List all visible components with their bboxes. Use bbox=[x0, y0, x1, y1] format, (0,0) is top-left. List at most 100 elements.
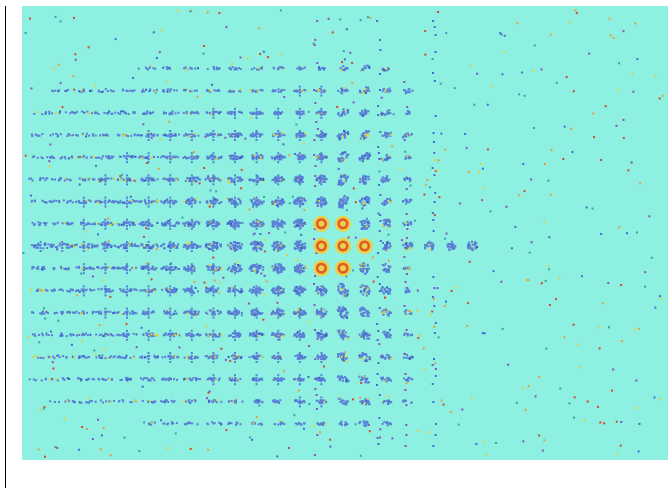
speck bbox=[121, 110, 124, 113]
blob-pixel bbox=[143, 265, 146, 268]
blob-pixel bbox=[300, 90, 302, 93]
blob-pixel bbox=[283, 89, 286, 92]
blob-pixel bbox=[452, 243, 455, 246]
blob-pixel bbox=[152, 111, 155, 114]
blob-pixel bbox=[90, 289, 93, 292]
blob-pixel bbox=[176, 221, 179, 224]
speck bbox=[276, 455, 279, 458]
blob-pixel bbox=[249, 222, 252, 225]
speck bbox=[483, 441, 486, 444]
blob-pixel bbox=[127, 135, 129, 138]
blob-pixel bbox=[279, 202, 281, 204]
speck bbox=[415, 309, 418, 312]
blob-pixel bbox=[316, 135, 319, 138]
blob-pixel bbox=[407, 157, 410, 160]
blob-pixel bbox=[339, 176, 342, 179]
blob-pixel bbox=[359, 201, 362, 204]
speck bbox=[88, 396, 91, 399]
streak-pixel bbox=[405, 188, 408, 190]
blob-pixel bbox=[363, 180, 366, 183]
blob-pixel bbox=[362, 182, 365, 185]
blob-pixel bbox=[408, 111, 411, 113]
blob-pixel bbox=[301, 288, 304, 290]
speck bbox=[654, 306, 657, 309]
speck bbox=[345, 209, 348, 212]
blob-pixel bbox=[91, 134, 94, 137]
blob-pixel bbox=[194, 221, 197, 224]
blob-stem-pixel bbox=[147, 294, 150, 297]
blob-stem-pixel bbox=[147, 221, 150, 224]
blob-pixel bbox=[388, 221, 391, 224]
blob-stem-pixel bbox=[234, 227, 236, 230]
blob-pixel bbox=[368, 222, 371, 225]
blob-pixel bbox=[303, 154, 306, 157]
speck bbox=[302, 142, 305, 145]
blob-pixel bbox=[293, 89, 296, 92]
blob-pixel bbox=[112, 90, 115, 93]
blob-pixel bbox=[317, 288, 320, 291]
blob-pixel bbox=[194, 111, 197, 114]
blob-pixel bbox=[102, 221, 105, 223]
blob-pixel bbox=[432, 244, 435, 247]
blob-pixel bbox=[144, 200, 146, 203]
blob-pixel bbox=[295, 136, 298, 139]
blob-stem-pixel bbox=[82, 205, 85, 208]
blob-pixel bbox=[183, 67, 186, 70]
speck bbox=[231, 63, 233, 66]
blob-pixel bbox=[183, 155, 186, 158]
blob-pixel bbox=[132, 111, 135, 114]
blob-pixel bbox=[340, 174, 343, 177]
blob-pixel bbox=[345, 155, 348, 158]
blob bbox=[51, 88, 70, 93]
blob bbox=[96, 263, 117, 275]
blob-pixel bbox=[363, 90, 366, 93]
blob-pixel bbox=[68, 200, 71, 203]
blob-pixel bbox=[275, 132, 278, 135]
blob-pixel bbox=[239, 202, 242, 205]
blob bbox=[380, 153, 392, 162]
blob-pixel bbox=[366, 287, 369, 290]
blob-pixel bbox=[91, 312, 94, 315]
blob-pixel bbox=[169, 90, 172, 93]
speck bbox=[379, 428, 382, 431]
blob-pixel bbox=[92, 223, 94, 226]
blob-pixel bbox=[112, 312, 115, 315]
blob-pixel bbox=[45, 222, 48, 225]
blob-pixel bbox=[431, 248, 434, 250]
blob-pixel bbox=[103, 200, 106, 203]
blob-pixel bbox=[259, 291, 262, 294]
blob-pixel bbox=[322, 111, 325, 114]
blob-pixel bbox=[129, 269, 131, 272]
blob-pixel bbox=[403, 224, 406, 227]
blob-pixel bbox=[97, 310, 100, 313]
blob-pixel bbox=[160, 267, 163, 270]
blob-pixel bbox=[280, 180, 283, 182]
blob-pixel bbox=[366, 195, 368, 198]
blob-stem-pixel bbox=[255, 266, 258, 269]
blob-pixel bbox=[143, 223, 146, 226]
blob-pixel bbox=[208, 178, 211, 181]
speck bbox=[208, 390, 211, 393]
speck bbox=[280, 420, 283, 422]
speck bbox=[73, 88, 76, 91]
blob-stem-pixel bbox=[255, 113, 258, 116]
blob-pixel bbox=[157, 156, 159, 158]
speck bbox=[354, 201, 357, 204]
blob-pixel bbox=[151, 202, 154, 205]
blob-pixel bbox=[302, 224, 304, 227]
blob-stem-pixel bbox=[169, 263, 172, 266]
blob bbox=[356, 238, 373, 254]
blob-pixel bbox=[107, 155, 110, 158]
blob-pixel bbox=[102, 266, 105, 269]
blob-pixel bbox=[28, 177, 31, 180]
speck bbox=[252, 233, 255, 236]
blob-pixel bbox=[44, 224, 47, 226]
blob-pixel bbox=[275, 156, 278, 159]
blob-pixel bbox=[60, 267, 63, 270]
blob-pixel bbox=[130, 289, 132, 292]
blob-pixel bbox=[254, 134, 257, 137]
blob-pixel bbox=[241, 221, 244, 224]
blob-pixel bbox=[254, 91, 257, 93]
blob-pixel bbox=[383, 69, 386, 72]
blob-pixel bbox=[340, 292, 343, 295]
